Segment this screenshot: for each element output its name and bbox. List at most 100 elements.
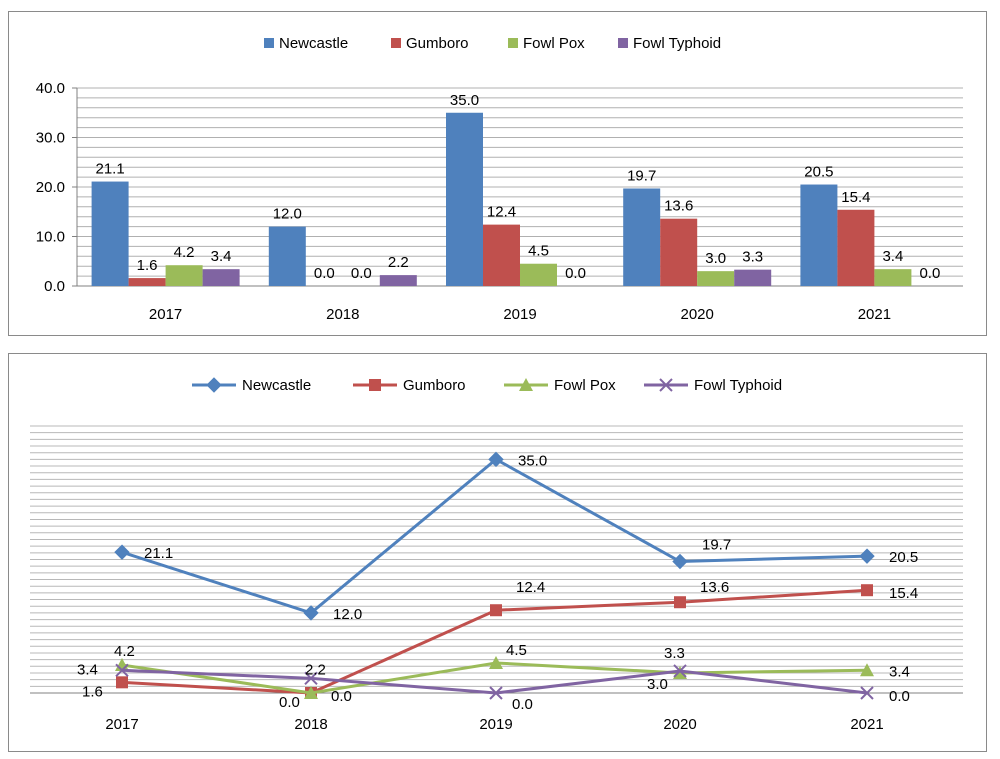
legend-label: Fowl Pox [554,377,616,394]
x-tick-label: 2018 [294,716,327,733]
bar-newcastle [268,226,306,286]
y-tick-label: 20.0 [36,179,65,196]
data-label: 4.2 [174,244,195,261]
bar-newcastle [446,112,483,286]
x-tick-label: 2019 [479,716,512,733]
data-label: 3.3 [664,645,685,662]
triangle-marker [489,655,503,669]
data-label: 0.0 [565,265,586,282]
y-tick-label: 0.0 [44,278,65,295]
bar-gumboro [837,209,875,286]
legend-item: Gumboro [391,35,469,52]
data-label: 12.4 [516,579,545,596]
legend-item: Newcastle [264,35,348,52]
diamond-marker [114,544,130,560]
data-label: 12.0 [333,606,362,623]
y-tick-label: 10.0 [36,229,65,246]
diamond-marker [672,553,688,570]
triangle-marker [304,686,318,699]
x-marker [489,686,503,700]
data-label: 19.7 [702,537,731,554]
y-tick-label: 40.0 [36,80,65,97]
legend-item: Gumboro [353,377,466,394]
legend-swatch [391,38,401,48]
x-tick-label: 2021 [850,716,883,733]
series-newcastle [114,451,875,621]
data-label: 0.0 [351,265,372,282]
bar-newcastle [623,188,661,286]
data-label: 2.2 [305,661,326,678]
legend-swatch [618,38,628,48]
x-marker [659,378,673,392]
data-label: 3.3 [742,249,763,266]
x-tick-label: 2020 [681,306,714,323]
data-label: 15.4 [841,189,870,206]
line-chart: 2017 2018 2019 2020 2021 21.1 12.0 35.0 19.7 20.5… [30,377,963,733]
bar-fowl-typhoid [379,275,417,286]
data-label: 12.0 [273,206,302,223]
line-newcastle [121,457,868,615]
data-label: 3.0 [647,676,668,693]
bar-chart: 0.0 10.0 20.0 30.0 40.0 2017 21.1 1.6 4.2 3.4 2018… [36,35,963,323]
data-label: 15.4 [889,585,918,602]
bar-fowl-typhoid [734,269,772,286]
data-label: 0.0 [314,265,335,282]
bar-fowl-pox [520,263,557,286]
x-tick-label: 2019 [503,306,536,323]
diamond-marker [859,548,875,564]
data-label: 21.1 [95,161,124,178]
data-label: 20.5 [804,164,833,181]
data-label: 3.0 [705,250,726,267]
data-label: 13.6 [664,198,693,215]
line-chart-panel: 2017 2018 2019 2020 2021 21.1 12.0 35.0 19.7 20.5… [8,353,987,752]
bar-fowl-pox [874,269,912,286]
bar-fowl-pox [165,265,203,286]
diamond-marker [206,377,222,393]
x-tick-label: 2018 [326,306,359,323]
x-marker [860,686,874,700]
bar-gumboro [660,218,698,286]
data-label: 0.0 [331,688,352,705]
legend-label: Newcastle [242,377,311,394]
x-marker [115,663,129,678]
x-marker [673,664,687,678]
legend-swatch [264,38,274,48]
data-label: 2.2 [388,254,409,271]
x-tick-label: 2020 [663,716,696,733]
data-label: 19.7 [627,167,656,184]
data-label: 4.2 [114,643,135,660]
data-label: 0.0 [919,265,940,282]
legend-label: Fowl Pox [523,35,585,52]
triangle-marker [519,378,533,391]
diamond-marker [488,451,504,468]
legend-item: Fowl Typhoid [644,377,782,394]
square-marker [674,596,686,609]
legend-item: Fowl Pox [504,377,616,394]
bar-gumboro [483,224,520,286]
data-label: 4.5 [528,243,549,260]
legend-item: Newcastle [192,377,311,394]
x-tick-label: 2017 [105,716,138,733]
data-label: 21.1 [144,545,173,562]
data-label: 12.4 [487,204,516,221]
data-label: 3.4 [882,248,903,265]
bar-fowl-typhoid [202,269,240,286]
bar-chart-panel: 0.0 10.0 20.0 30.0 40.0 2017 21.1 1.6 4.2 3.4 2018… [8,11,987,336]
square-marker [490,604,502,617]
bar-gumboro [128,278,166,286]
diamond-marker [303,605,319,621]
bar-newcastle [800,184,838,286]
data-label: 35.0 [518,452,547,469]
square-marker [116,676,128,689]
data-label: 0.0 [279,694,300,711]
legend-label: Fowl Typhoid [694,377,782,394]
legend-label: Gumboro [403,377,466,394]
legend-item: Fowl Pox [508,35,585,52]
data-label: 4.5 [506,642,527,659]
x-tick-label: 2017 [149,306,182,323]
square-marker [369,379,381,391]
square-marker [861,584,873,597]
legend-item: Fowl Typhoid [618,35,721,52]
bar-fowl-pox [697,271,735,286]
legend-label: Gumboro [406,35,469,52]
